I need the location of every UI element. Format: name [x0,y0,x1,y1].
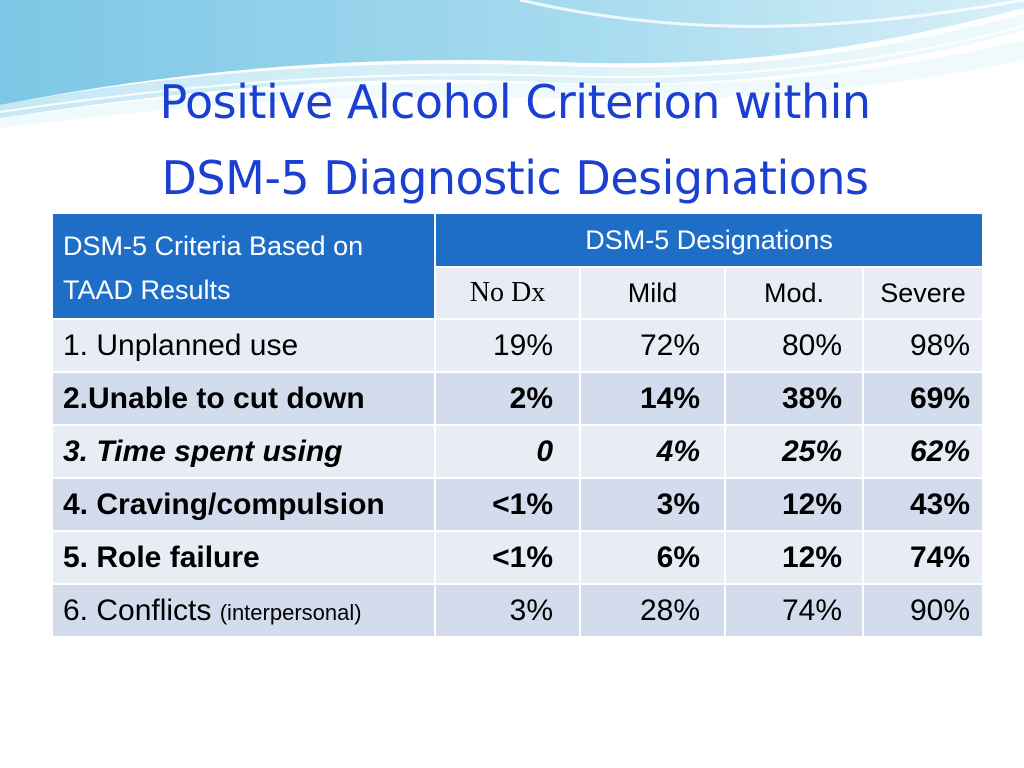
criteria-column-header: DSM-5 Criteria Based on TAAD Results [51,212,436,320]
value-no-dx: 0 [434,424,581,479]
value-severe: 43% [861,477,985,532]
value-severe: 98% [861,318,985,373]
value-no-dx: 2% [434,371,581,426]
value-mild: 14% [579,371,726,426]
criterion-label: 1. Unplanned use [51,318,436,373]
value-no-dx: <1% [434,477,581,532]
criterion-label-cell: 6. Conflicts (interpersonal) [51,583,436,638]
table-subheader-row: No Dx Mild Mod. Severe [52,266,985,320]
value-severe: 74% [861,530,985,585]
column-header-severe: Severe [861,266,985,320]
value-severe: 62% [861,424,985,479]
criterion-label: 6. Conflicts [63,593,220,627]
value-mod: 80% [724,318,864,373]
criterion-label: 4. Craving/compulsion [51,477,436,532]
criteria-table: DSM-5 Criteria Based on TAAD Results DSM… [51,212,985,638]
value-mod: 12% [724,477,864,532]
value-no-dx: 3% [434,583,581,638]
value-severe: 90% [861,583,985,638]
designations-header: DSM-5 Designations [433,212,985,268]
table-row: 1. Unplanned use 19% 72% 80% 98% [51,318,985,373]
title-line-1: Positive Alcohol Criterion within [159,75,871,129]
criterion-label: 3. Time spent using [51,424,436,479]
value-mild: 28% [579,583,726,638]
column-header-mild: Mild [579,266,726,320]
table-header-row: DSM-5 Criteria Based on TAAD Results DSM… [51,212,985,320]
value-mild: 72% [579,318,726,373]
value-mild: 4% [579,424,726,479]
criterion-note: (interpersonal) [219,599,362,625]
value-no-dx: 19% [434,318,581,373]
criterion-label: 5. Role failure [51,530,436,585]
table-row: 4. Craving/compulsion <1% 3% 12% 43% [51,477,985,532]
value-no-dx: <1% [434,530,581,585]
decorative-wave-banner [0,0,1024,128]
value-mod: 25% [724,424,864,479]
value-severe: 69% [861,371,985,426]
column-header-mod: Mod. [724,266,864,320]
table-row: 3. Time spent using 0 4% 25% 62% [51,424,985,479]
column-header-no-dx: No Dx [434,266,581,320]
title-line-2: DSM-5 Diagnostic Designations [161,151,869,205]
value-mod: 74% [724,583,864,638]
table-row: 6. Conflicts (interpersonal) 3% 28% 74% … [51,583,985,638]
value-mod: 12% [724,530,864,585]
value-mild: 6% [579,530,726,585]
value-mod: 38% [724,371,864,426]
criterion-label: 2.Unable to cut down [51,371,436,426]
table-row: 5. Role failure <1% 6% 12% 74% [51,530,985,585]
page-title: Positive Alcohol Criterion within DSM-5 … [60,64,970,216]
value-mild: 3% [579,477,726,532]
table-row: 2.Unable to cut down 2% 14% 38% 69% [51,371,985,426]
